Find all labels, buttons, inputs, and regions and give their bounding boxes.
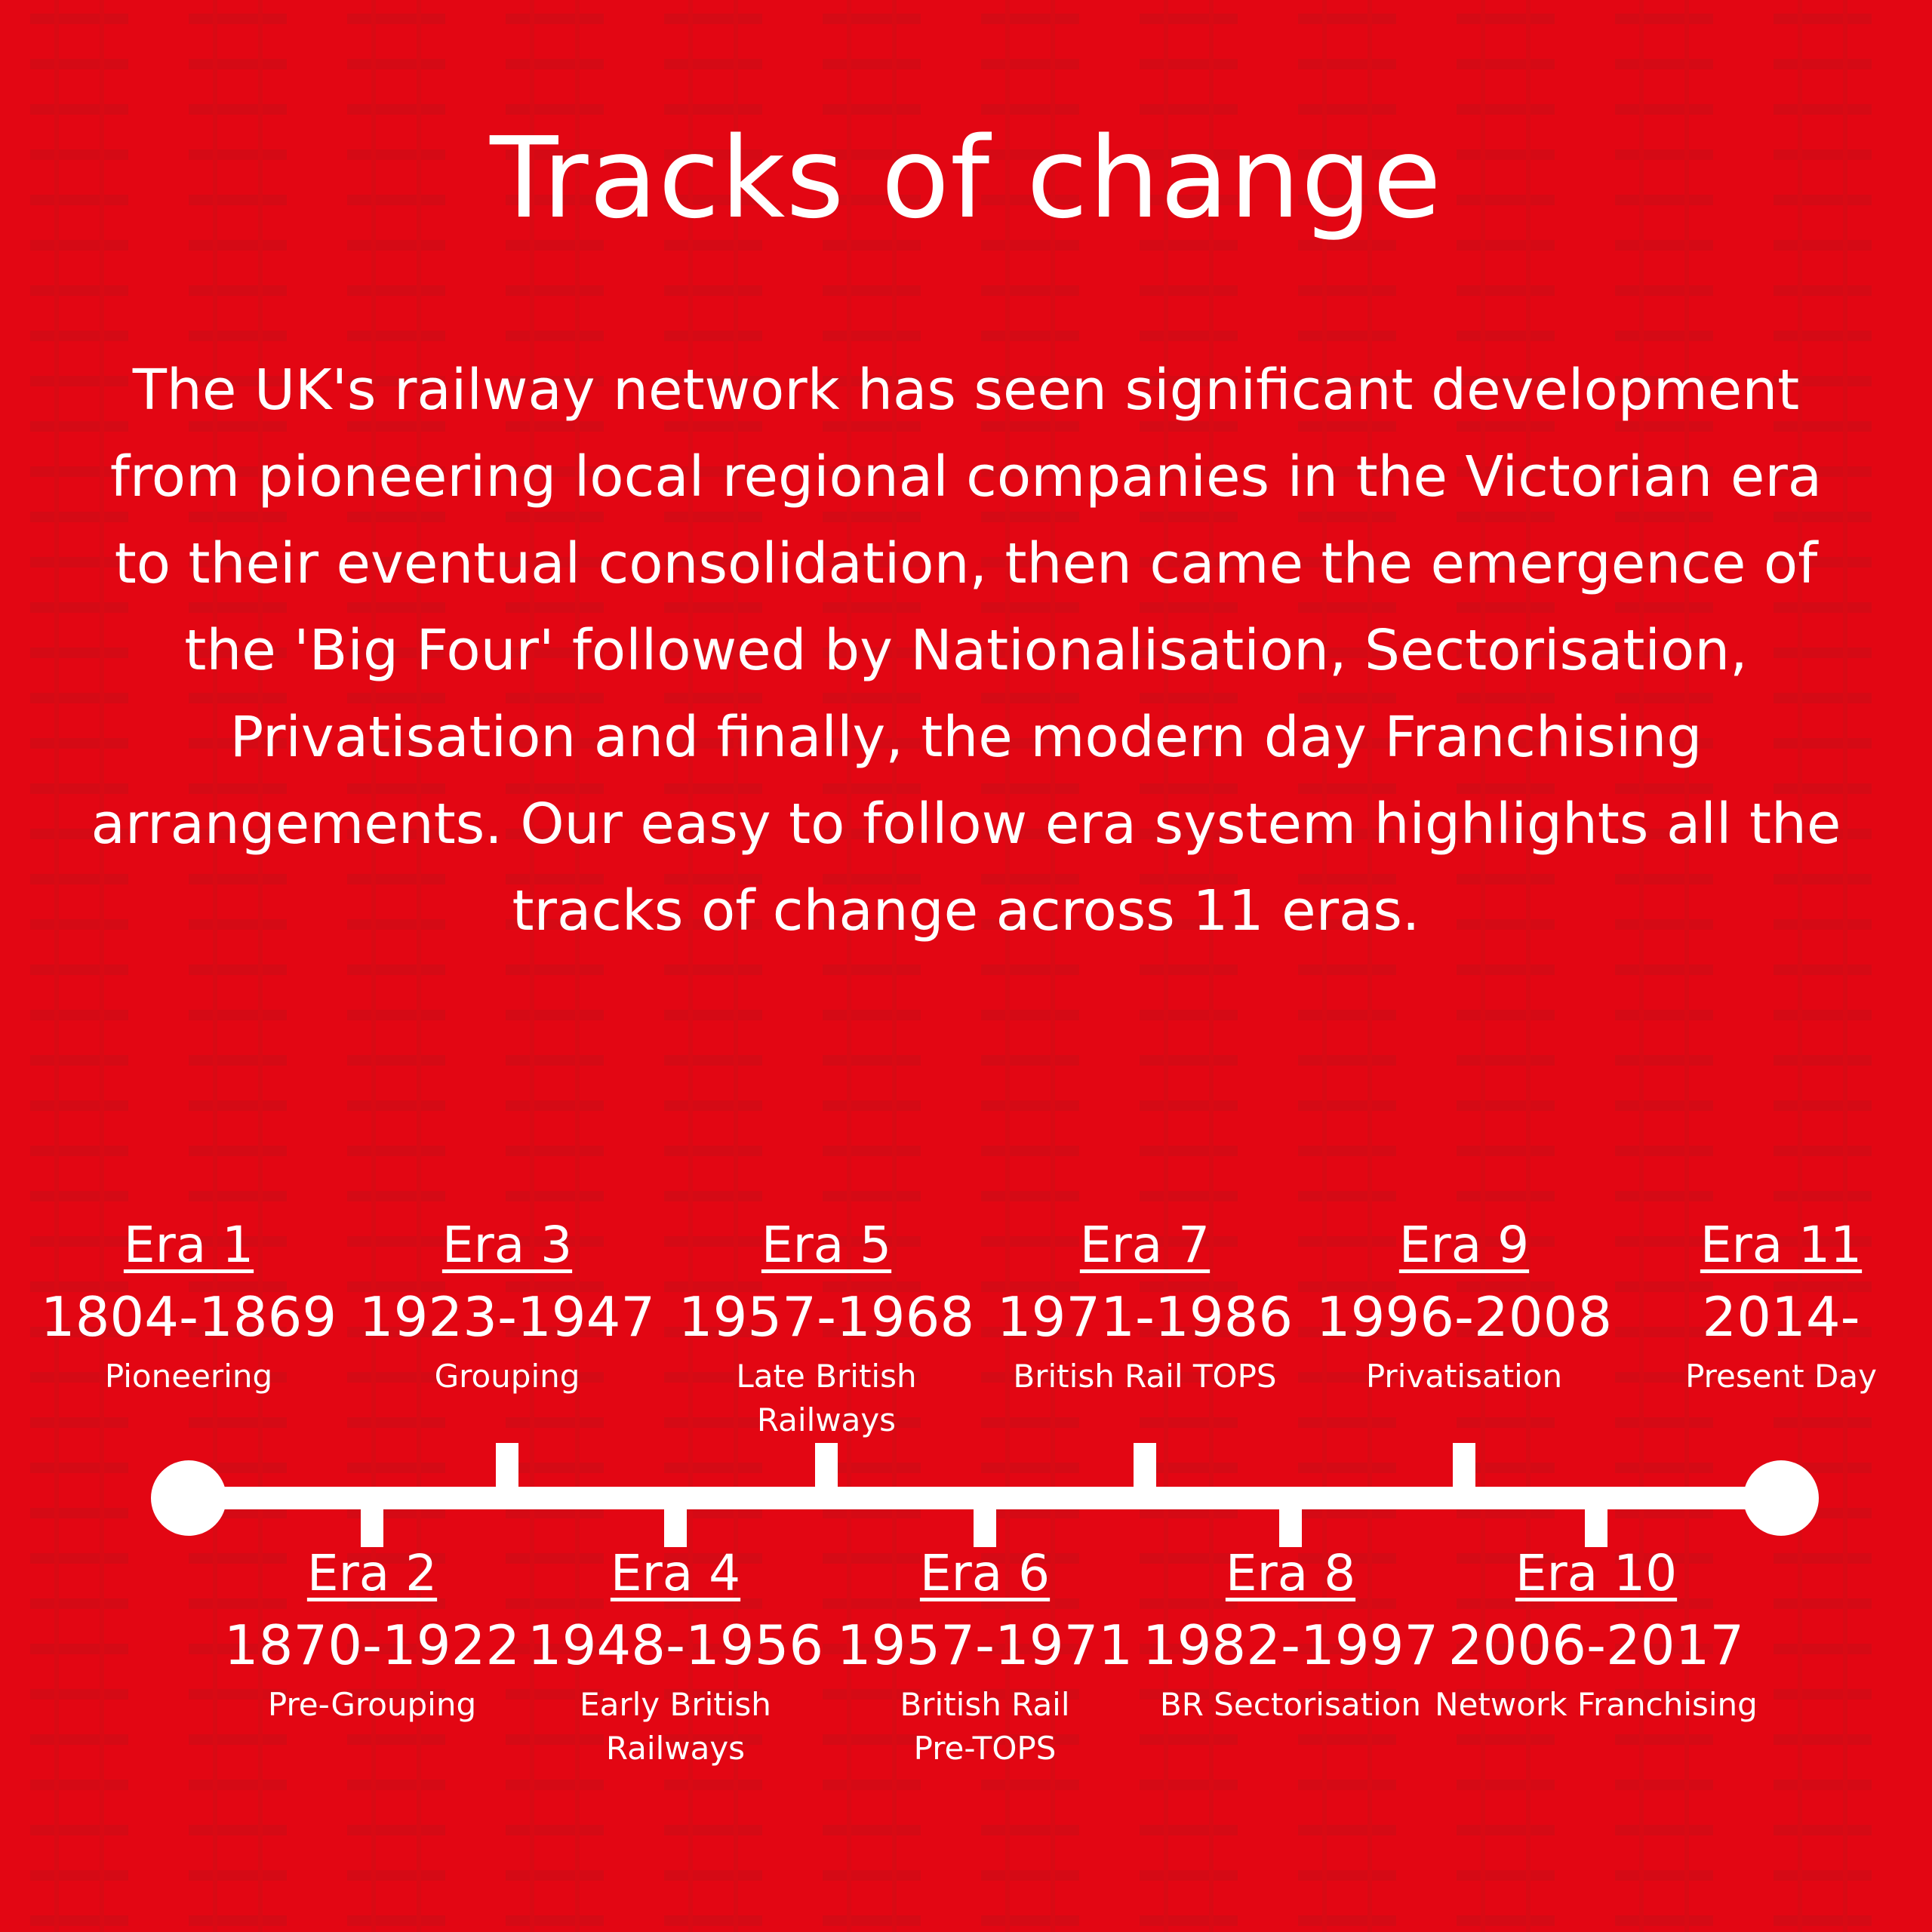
era-block: Era 7 1971-1986 British Rail TOPS <box>997 1211 1293 1398</box>
era-years: 2006-2017 <box>1447 1614 1745 1677</box>
era-block: Era 4 1948-1956 Early British Railways <box>528 1540 823 1770</box>
era-name: Era 4 <box>610 1544 741 1602</box>
era-tick <box>815 1443 838 1488</box>
era-name: Era 8 <box>1225 1544 1356 1602</box>
era-tick <box>1453 1443 1475 1488</box>
era-label: British Rail TOPS <box>1013 1358 1277 1395</box>
era-name: Era 9 <box>1398 1216 1530 1274</box>
era-tick <box>1585 1502 1607 1547</box>
era-years: 1982-1997 <box>1142 1614 1439 1677</box>
era-label: Pre-Grouping <box>267 1686 477 1723</box>
era-tick <box>974 1502 996 1547</box>
era-years: 1870-1922 <box>223 1614 521 1677</box>
era-years: 1957-1971 <box>836 1614 1134 1677</box>
era-years: 1948-1956 <box>527 1614 824 1677</box>
era-block: Era 1 1804-1869 Pioneering <box>41 1211 337 1398</box>
era-block: Era 2 1870-1922 Pre-Grouping <box>224 1540 520 1727</box>
era-block: Era 11 2014- Present Day <box>1685 1211 1877 1398</box>
era-block: Era 5 1957-1968 Late British Railways <box>678 1211 974 1442</box>
era-block: Era 9 1996-2008 Privatisation <box>1316 1211 1612 1398</box>
era-block: Era 6 1957-1971 British Rail Pre-TOPS <box>837 1540 1133 1770</box>
era-label: Late British Railways <box>736 1358 917 1438</box>
intro-paragraph: The UK's railway network has seen signif… <box>91 358 1841 943</box>
era-label: BR Sectorisation <box>1159 1686 1422 1723</box>
era-tick <box>1279 1502 1302 1547</box>
era-tick <box>361 1502 383 1547</box>
era-name: Era 3 <box>441 1216 573 1274</box>
era-label: Present Day <box>1685 1358 1877 1395</box>
era-name: Era 1 <box>123 1216 254 1274</box>
era-name: Era 6 <box>919 1544 1051 1602</box>
era-name: Era 11 <box>1700 1216 1863 1274</box>
era-label: British Rail Pre-TOPS <box>900 1686 1070 1767</box>
era-name: Era 5 <box>761 1216 892 1274</box>
era-years: 2014- <box>1702 1285 1860 1349</box>
era-years: 1804-1869 <box>40 1285 337 1349</box>
era-years: 1996-2008 <box>1315 1285 1613 1349</box>
era-label: Privatisation <box>1365 1358 1563 1395</box>
era-years: 1971-1986 <box>996 1285 1294 1349</box>
era-name: Era 10 <box>1515 1544 1678 1602</box>
era-block: Era 8 1982-1997 BR Sectorisation <box>1143 1540 1438 1727</box>
era-tick <box>496 1443 518 1488</box>
page-title: Tracks of change <box>490 113 1442 243</box>
era-label: Pioneering <box>104 1358 273 1395</box>
era-name: Era 2 <box>306 1544 438 1602</box>
era-label: Early British Railways <box>580 1686 771 1767</box>
era-block: Era 3 1923-1947 Grouping <box>359 1211 655 1398</box>
era-tick <box>664 1502 687 1547</box>
era-block: Era 10 2006-2017 Network Franchising <box>1435 1540 1758 1727</box>
timeline-end-node <box>1743 1460 1819 1536</box>
era-years: 1957-1968 <box>678 1285 975 1349</box>
era-label: Network Franchising <box>1435 1686 1758 1723</box>
era-label: Grouping <box>434 1358 580 1395</box>
era-name: Era 7 <box>1079 1216 1211 1274</box>
era-years: 1923-1947 <box>358 1285 656 1349</box>
timeline-start-node <box>151 1460 226 1536</box>
era-tick <box>1134 1443 1156 1488</box>
